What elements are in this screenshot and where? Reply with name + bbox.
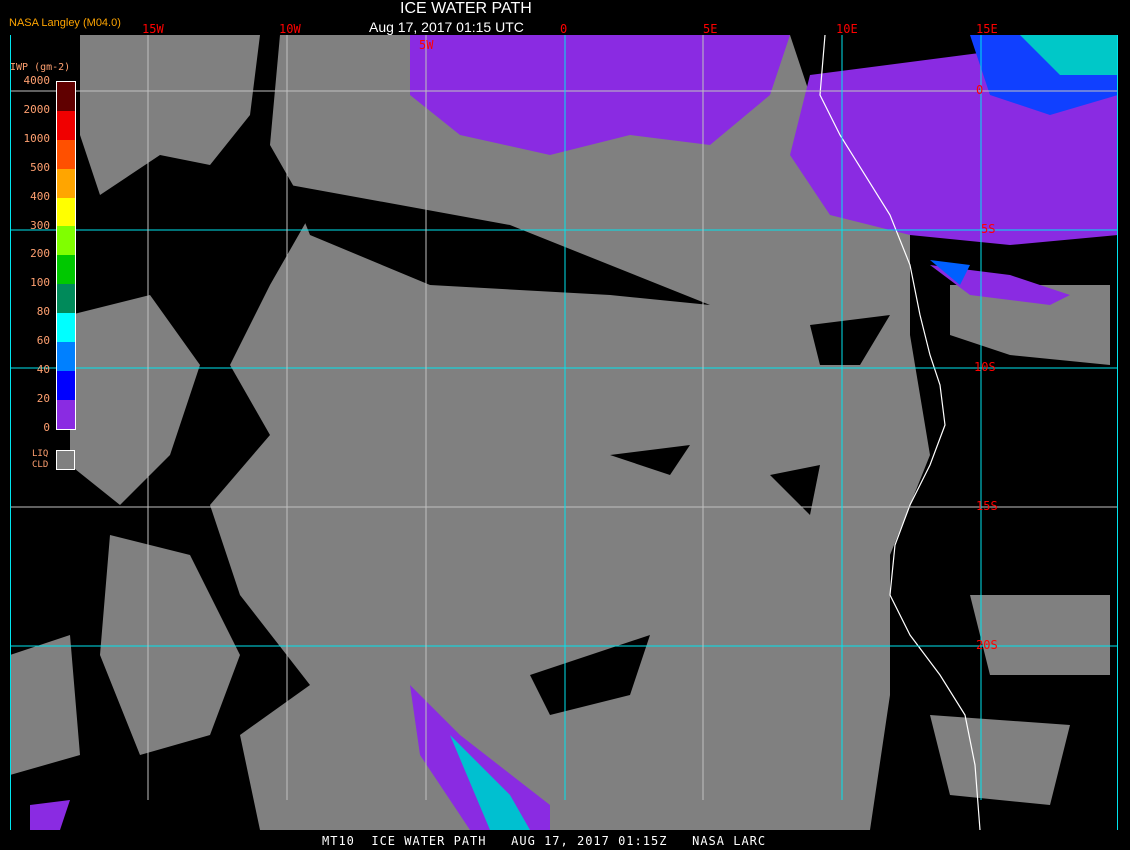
legend-swatch xyxy=(57,197,75,227)
legend-swatch xyxy=(57,168,75,198)
legend-tick: 100 xyxy=(30,276,50,290)
legend-swatch xyxy=(57,255,75,285)
legend-tick: 1000 xyxy=(23,131,51,145)
legend-swatch xyxy=(57,313,75,343)
legend-swatch xyxy=(57,342,75,371)
liquid-cloud-swatch xyxy=(56,450,75,470)
liq-label: LIQ xyxy=(32,449,49,459)
lat-label-20s: 20S xyxy=(976,638,998,652)
lat-label-0: 0 xyxy=(976,83,984,97)
lon-label-15e: 15E xyxy=(976,22,998,36)
legend-tick: 60 xyxy=(36,334,50,348)
lon-label-5w: 5W xyxy=(419,38,434,52)
lat-label-10s: 10S xyxy=(974,360,996,374)
map-datetime: Aug 17, 2017 01:15 UTC xyxy=(369,19,524,35)
legend-tick: 400 xyxy=(30,189,50,203)
map-title: ICE WATER PATH xyxy=(400,0,532,17)
legend-swatch xyxy=(57,370,75,400)
footer-caption: MT10 ICE WATER PATH AUG 17, 2017 01:15Z … xyxy=(322,834,767,848)
lon-label-15w: 15W xyxy=(142,22,164,36)
legend-tick: 500 xyxy=(30,160,50,174)
graticule xyxy=(10,35,1118,830)
lon-label-10e: 10E xyxy=(836,22,858,36)
legend-tick: 20 xyxy=(36,391,50,405)
clear-sky-patches xyxy=(290,185,890,715)
legend-swatch xyxy=(57,82,75,111)
legend-tick: 2000 xyxy=(23,102,51,116)
legend-swatch xyxy=(57,139,75,169)
lat-label-5s: 5S xyxy=(981,222,996,236)
legend-swatch xyxy=(57,110,75,140)
legend-tick: 80 xyxy=(36,305,50,319)
legend-tick: 200 xyxy=(30,247,50,261)
satellite-map xyxy=(10,35,1118,830)
legend-tick: 300 xyxy=(30,218,50,232)
lat-label-15s: 15S xyxy=(976,499,998,513)
ice-cloud-field xyxy=(30,35,1118,830)
lon-label-5e: 5E xyxy=(703,22,718,36)
lon-label-0: 0 xyxy=(560,22,568,36)
lon-label-10w: 10W xyxy=(279,22,301,36)
source-label: NASA Langley (M04.0) xyxy=(9,17,121,29)
legend-tick: 4000 xyxy=(23,74,51,87)
legend-swatch xyxy=(57,284,75,314)
legend-unit: IWP (gm-2) xyxy=(10,62,71,73)
cld-label: CLD xyxy=(32,460,49,470)
legend-tick: 40 xyxy=(36,363,50,376)
liquid-cloud-label: LIQ CLD xyxy=(32,449,48,471)
legend-swatch xyxy=(57,226,75,256)
coastline xyxy=(819,35,981,830)
legend-colorbar xyxy=(56,81,76,430)
legend-swatch xyxy=(57,399,75,429)
legend-tick: 0 xyxy=(43,420,50,434)
